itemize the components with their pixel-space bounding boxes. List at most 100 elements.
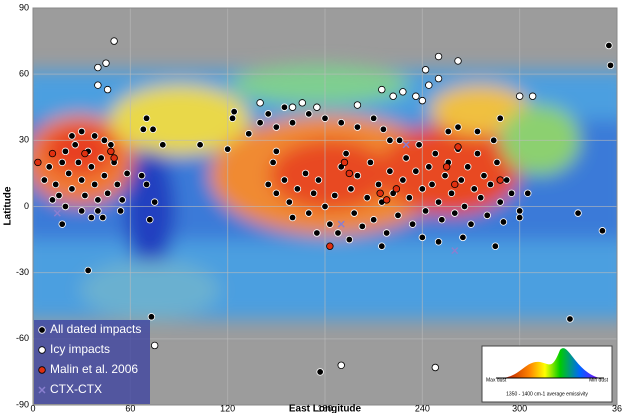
point	[82, 192, 89, 199]
point	[49, 197, 56, 204]
point	[104, 86, 111, 93]
point	[375, 181, 382, 188]
point	[406, 194, 413, 201]
point	[289, 104, 296, 111]
point	[265, 181, 272, 188]
point	[474, 150, 481, 157]
legend-label: All dated impacts	[50, 322, 141, 336]
point	[464, 164, 471, 171]
point	[490, 137, 497, 144]
point	[69, 133, 76, 140]
point	[477, 194, 484, 201]
point	[364, 194, 371, 201]
point	[72, 141, 79, 148]
legend-label: CTX-CTX	[50, 382, 102, 396]
point	[305, 210, 312, 217]
point	[305, 111, 312, 118]
point	[95, 197, 102, 204]
y-tick-label: -60	[16, 333, 29, 343]
point	[435, 238, 442, 245]
point	[148, 313, 155, 320]
point	[111, 155, 118, 162]
point	[380, 126, 387, 133]
point	[400, 177, 407, 184]
point	[117, 208, 124, 215]
point	[91, 181, 98, 188]
point	[143, 115, 150, 122]
point	[302, 170, 309, 177]
point	[147, 216, 154, 223]
point	[395, 212, 402, 219]
point	[567, 316, 574, 323]
point	[524, 190, 531, 197]
point	[159, 141, 166, 148]
point	[383, 197, 390, 204]
point	[387, 168, 394, 175]
point	[451, 210, 458, 217]
point	[432, 150, 439, 157]
x-tick-label: 120	[220, 403, 235, 413]
point	[257, 100, 264, 107]
y-axis-label: Latitude	[3, 186, 14, 225]
y-tick-label: 30	[19, 135, 29, 145]
point	[108, 148, 115, 155]
point	[231, 108, 238, 115]
point	[111, 38, 118, 45]
point	[138, 172, 145, 179]
point	[151, 199, 158, 206]
point	[257, 119, 264, 126]
point	[273, 190, 280, 197]
point	[327, 221, 334, 228]
point	[69, 186, 76, 193]
point	[458, 177, 465, 184]
point	[409, 221, 416, 228]
point	[338, 362, 345, 369]
legend-label: Icy impacts	[50, 342, 110, 356]
point	[299, 100, 306, 107]
point	[474, 128, 481, 135]
point	[317, 369, 324, 376]
point	[606, 42, 613, 49]
x-tick-label: 0	[30, 403, 35, 413]
point	[599, 227, 606, 234]
point	[377, 190, 384, 197]
point	[393, 186, 400, 193]
point	[435, 199, 442, 206]
point	[281, 177, 288, 184]
point	[78, 177, 85, 184]
point	[439, 216, 446, 223]
point	[273, 148, 280, 155]
point	[468, 221, 475, 228]
point	[82, 150, 89, 157]
point	[289, 214, 296, 221]
point	[46, 164, 53, 171]
point	[95, 208, 102, 215]
point	[65, 170, 72, 177]
point	[413, 168, 420, 175]
point	[455, 124, 462, 131]
legend-marker	[39, 367, 46, 374]
point	[383, 230, 390, 237]
point	[529, 93, 536, 100]
point	[416, 141, 423, 148]
colorbar-inset: Max dust Min dust 1350 - 1400 cm-1 avera…	[482, 346, 612, 402]
point	[378, 86, 385, 93]
point	[104, 190, 111, 197]
point	[413, 93, 420, 100]
point	[445, 128, 452, 135]
point	[429, 181, 436, 188]
point	[403, 155, 410, 162]
point	[99, 214, 106, 221]
point	[492, 243, 499, 250]
point	[487, 181, 494, 188]
point	[114, 181, 121, 188]
point	[78, 128, 85, 135]
point	[575, 210, 582, 217]
point	[346, 236, 353, 243]
x-tick-label: 180	[317, 403, 332, 413]
point	[270, 159, 277, 166]
point	[508, 190, 515, 197]
point	[41, 177, 48, 184]
point	[265, 111, 272, 118]
point	[56, 192, 63, 199]
